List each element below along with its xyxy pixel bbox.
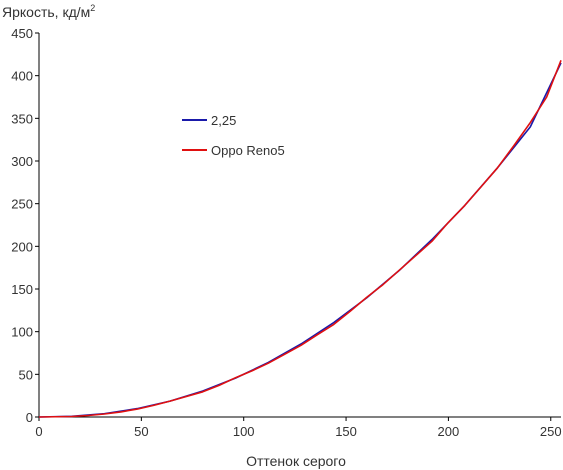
y-tick-label: 100 bbox=[11, 325, 33, 340]
y-ticks: 0 50 100 150 200 250 300 350 400 450 bbox=[11, 26, 39, 425]
legend-label-2: Oppo Reno5 bbox=[211, 143, 285, 158]
y-tick-label: 400 bbox=[11, 69, 33, 84]
y-axis-label: Яркость, кд/м bbox=[2, 4, 90, 20]
x-tick-label: 0 bbox=[35, 424, 42, 439]
y-tick-label: 200 bbox=[11, 239, 33, 254]
x-tick-label: 50 bbox=[134, 424, 148, 439]
series-line-1 bbox=[38, 62, 562, 418]
legend: 2,25 Oppo Reno5 bbox=[182, 113, 285, 158]
x-ticks: 0 50 100 150 200 250 bbox=[35, 417, 562, 439]
y-tick-label: 300 bbox=[11, 154, 33, 169]
y-tick-label: 350 bbox=[11, 111, 33, 126]
y-tick-label: 450 bbox=[11, 26, 33, 41]
x-tick-label: 150 bbox=[335, 424, 357, 439]
y-axis-title: Яркость, кд/м2 bbox=[2, 3, 95, 20]
legend-label-1: 2,25 bbox=[211, 113, 236, 128]
y-tick-label: 150 bbox=[11, 282, 33, 297]
y-axis-label-superscript: 2 bbox=[90, 3, 95, 13]
y-tick-label: 0 bbox=[26, 410, 33, 425]
y-tick-label: 50 bbox=[19, 367, 33, 382]
x-tick-label: 200 bbox=[438, 424, 460, 439]
axes bbox=[38, 33, 561, 418]
series-layer bbox=[38, 60, 562, 418]
x-axis-label: Оттенок серого bbox=[246, 453, 346, 469]
x-tick-label: 250 bbox=[540, 424, 562, 439]
svg-text:Яркость, кд/м2: Яркость, кд/м2 bbox=[2, 3, 95, 20]
x-tick-label: 100 bbox=[233, 424, 255, 439]
y-tick-label: 250 bbox=[11, 197, 33, 212]
series-line-2 bbox=[38, 60, 562, 418]
